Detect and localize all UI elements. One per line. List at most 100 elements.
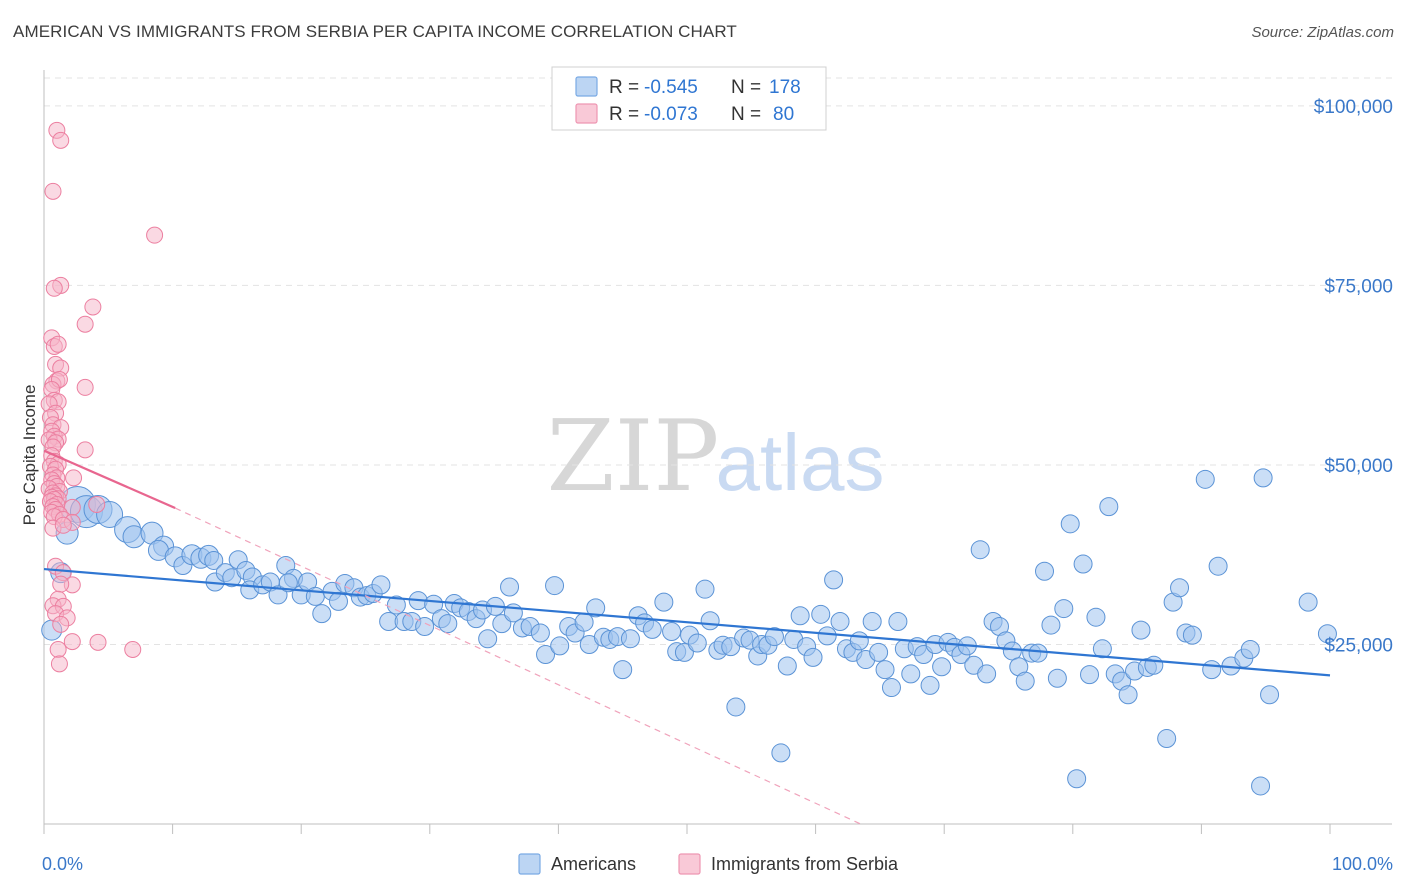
serbia-point [49, 641, 67, 659]
american-point [726, 697, 746, 717]
y-tick-labels: $25,000 $50,000 $75,000 $100,000 [1314, 97, 1393, 657]
american-point [1298, 592, 1318, 612]
serbia-point [52, 615, 70, 633]
american-point [869, 642, 889, 662]
american-point [312, 604, 332, 624]
american-point [328, 591, 348, 611]
american-point [687, 633, 707, 653]
american-point [1035, 561, 1055, 581]
x-tick-marks [43, 824, 1331, 834]
american-point [771, 743, 791, 763]
american-point [478, 629, 498, 649]
y-tick-label: $75,000 [1324, 276, 1393, 297]
american-point [1047, 668, 1067, 688]
american-point [1253, 468, 1273, 488]
serbia-point [76, 315, 94, 333]
axes [43, 70, 1392, 825]
american-point [1182, 625, 1202, 645]
american-point [415, 617, 435, 637]
legend-n-value-serbia: 80 [773, 104, 794, 125]
american-point [1060, 514, 1080, 534]
american-point [777, 656, 797, 676]
american-point [695, 579, 715, 599]
american-point [1054, 599, 1074, 619]
y-axis-label: Per Capita Income [20, 385, 39, 526]
legend-n-label-serbia: N = [731, 104, 761, 125]
american-point [1195, 469, 1215, 489]
american-point [1067, 769, 1087, 789]
american-point [1157, 729, 1177, 749]
american-point [888, 611, 908, 631]
legend-n-label-americans: N = [731, 77, 761, 98]
american-point [790, 606, 810, 626]
american-point [642, 619, 662, 639]
legend-bottom-label-americans: Americans [551, 854, 636, 874]
american-point [1028, 643, 1048, 663]
american-point [654, 592, 674, 612]
american-point [204, 550, 224, 570]
serbia-point [45, 279, 63, 297]
trend-line-americans [43, 567, 1331, 677]
serbia-points [40, 121, 164, 673]
serbia-point [54, 516, 72, 534]
american-point [1251, 776, 1271, 796]
watermark-zip: ZIP [547, 400, 720, 514]
american-point [438, 614, 458, 634]
american-point [613, 660, 633, 680]
american-point [920, 675, 940, 695]
legend-bottom-swatch-americans [518, 853, 541, 875]
american-point [586, 598, 606, 618]
legend-bottom-label-serbia: Immigrants from Serbia [711, 854, 899, 874]
serbia-point [76, 378, 94, 396]
american-point [803, 647, 823, 667]
legend-swatch-serbia [575, 103, 598, 124]
american-point [550, 636, 570, 656]
legend-r-value-serbia: -0.073 [644, 104, 698, 125]
american-point [875, 660, 895, 680]
american-point [824, 570, 844, 590]
american-point [674, 642, 694, 662]
american-point [764, 627, 784, 647]
serbia-point [89, 633, 107, 651]
american-point [977, 664, 997, 684]
serbia-point [52, 575, 70, 593]
source-credit: Source: ZipAtlas.com [1251, 24, 1394, 41]
american-point [278, 573, 298, 593]
american-point [386, 595, 406, 615]
american-point [574, 612, 594, 632]
american-point [1073, 554, 1093, 574]
american-point [1041, 615, 1061, 635]
american-point [1202, 660, 1222, 680]
serbia-point [84, 298, 102, 316]
american-point [662, 622, 682, 642]
american-point [1144, 655, 1164, 675]
american-point [500, 577, 520, 597]
american-point [1015, 671, 1035, 691]
legend-top: R = -0.545 N = 178 R = -0.073 N = 80 [551, 66, 827, 131]
american-point [1086, 607, 1106, 627]
american-point [1080, 665, 1100, 685]
legend-bottom-swatch-serbia [678, 853, 701, 875]
american-point [1131, 620, 1151, 640]
american-point [811, 604, 831, 624]
trend-line-serbia [43, 449, 176, 510]
serbia-point [146, 226, 164, 244]
y-tick-label: $50,000 [1324, 456, 1393, 477]
american-point [849, 631, 869, 651]
watermark-atlas: atlas [716, 418, 885, 507]
serbia-point [52, 131, 70, 149]
american-point [1260, 685, 1280, 705]
american-point [970, 540, 990, 560]
american-point [1099, 497, 1119, 517]
american-points [41, 468, 1337, 796]
american-point [530, 623, 550, 643]
american-point [700, 611, 720, 631]
american-point [901, 664, 921, 684]
american-point [1092, 639, 1112, 659]
serbia-point [49, 335, 67, 353]
american-point [268, 585, 288, 605]
legend-box [551, 66, 827, 131]
serbia-point [65, 469, 83, 487]
american-point [1118, 685, 1138, 705]
y-tick-label: $100,000 [1314, 97, 1393, 118]
